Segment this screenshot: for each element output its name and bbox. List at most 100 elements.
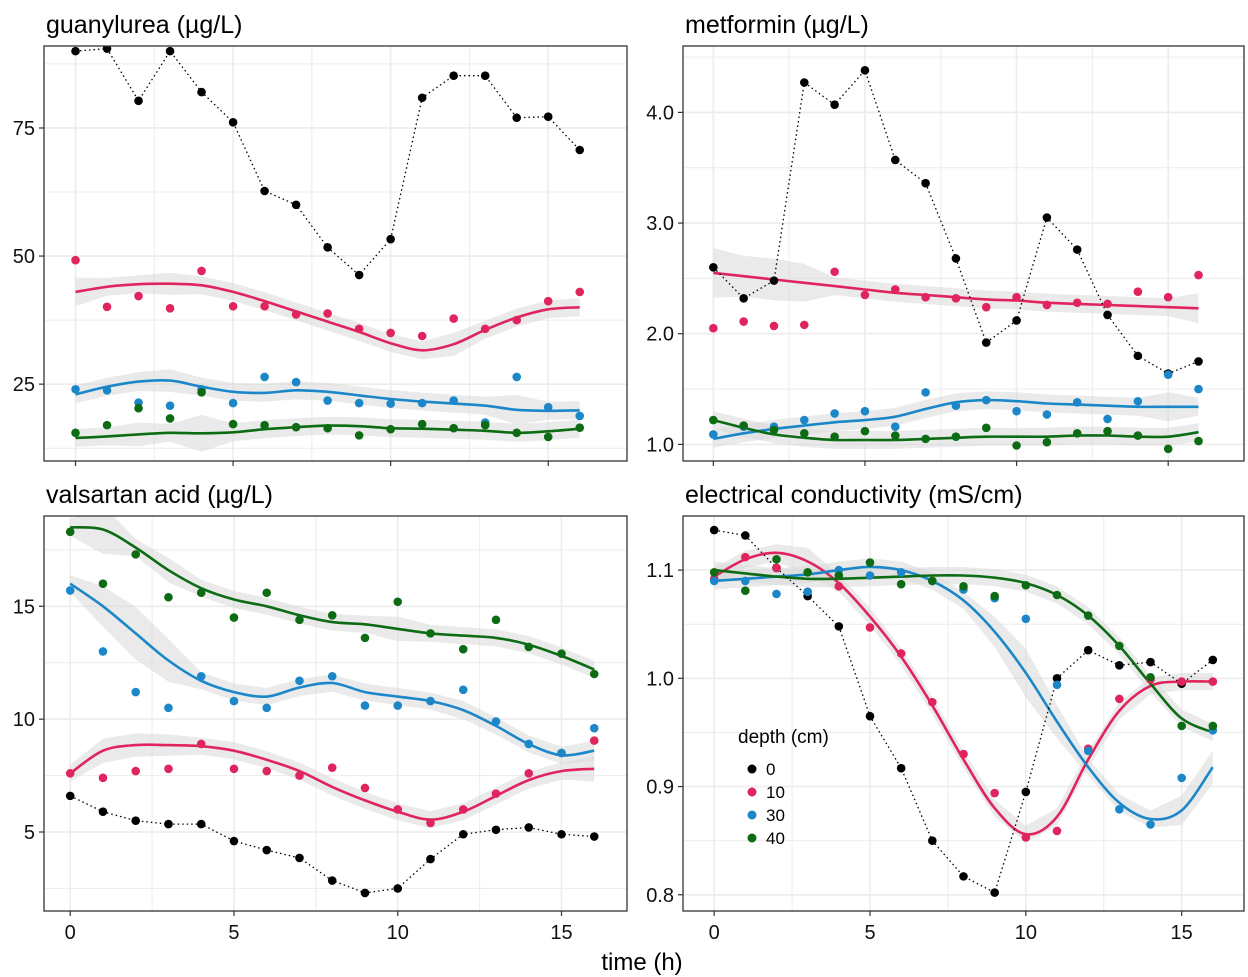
- data-point-depth-40: [458, 644, 468, 654]
- data-point-depth-10: [1208, 677, 1218, 686]
- panel-electrical-conductivity: electrical conductivity (mS/cm) 0 5 10 15 0.8…: [646, 481, 1245, 944]
- data-point-depth-30: [327, 671, 337, 681]
- data-point-depth-40: [512, 428, 522, 438]
- legend-key-30: [747, 810, 757, 820]
- data-point-depth-40: [1146, 672, 1155, 682]
- data-point-depth-0: [393, 884, 403, 893]
- x-tick-label: 0: [709, 922, 720, 944]
- data-point-depth-0: [990, 888, 999, 897]
- data-point-depth-30: [1042, 410, 1052, 419]
- legend-label-40: 40: [766, 829, 785, 848]
- data-point-depth-10: [1012, 292, 1021, 302]
- data-point-depth-0: [71, 46, 80, 56]
- data-point-depth-0: [512, 113, 522, 123]
- panel-title: metformin (µg/L): [685, 11, 869, 39]
- data-point-depth-10: [589, 736, 599, 745]
- data-point-depth-10: [543, 296, 553, 306]
- data-point-depth-40: [164, 592, 173, 602]
- data-point-depth-40: [709, 567, 719, 577]
- data-point-depth-10: [134, 291, 143, 301]
- series-line-0: [714, 529, 1214, 894]
- data-point-depth-0: [1208, 655, 1218, 665]
- data-point-depth-40: [959, 582, 968, 591]
- data-point-depth-0: [769, 276, 779, 285]
- data-point-depth-0: [1021, 787, 1031, 797]
- y-tick-label: 2.0: [646, 324, 674, 346]
- data-point-depth-10: [480, 324, 490, 334]
- data-point-depth-10: [981, 302, 991, 312]
- data-point-depth-10: [1177, 677, 1186, 686]
- data-point-depth-30: [449, 396, 458, 405]
- data-point-depth-10: [229, 764, 239, 774]
- data-point-depth-40: [295, 615, 304, 625]
- data-point-depth-40: [491, 615, 501, 625]
- data-point-depth-0: [98, 807, 108, 816]
- confidence-band-40: [714, 561, 1213, 741]
- data-point-depth-0: [295, 853, 304, 863]
- data-point-depth-0: [354, 270, 364, 280]
- data-point-depth-40: [262, 588, 272, 598]
- data-point-depth-40: [741, 586, 750, 595]
- legend-key-10: [747, 787, 757, 797]
- data-point-depth-30: [165, 401, 175, 410]
- data-point-depth-40: [1194, 436, 1203, 446]
- data-point-depth-0: [709, 263, 718, 272]
- data-point-depth-10: [65, 769, 75, 778]
- data-point-depth-10: [354, 324, 364, 334]
- data-point-depth-30: [1133, 396, 1143, 406]
- smooth-line-40: [70, 526, 595, 671]
- data-point-depth-30: [65, 586, 75, 595]
- data-point-depth-40: [589, 669, 599, 679]
- data-point-depth-30: [1146, 820, 1155, 829]
- panel-guanylurea: guanylurea (µg/L) 25 50 75: [13, 11, 628, 466]
- data-point-depth-0: [959, 872, 968, 881]
- data-point-depth-10: [417, 331, 427, 341]
- data-point-depth-10: [1021, 833, 1031, 842]
- data-point-depth-0: [1052, 674, 1062, 683]
- data-point-depth-30: [860, 406, 870, 416]
- data-point-depth-10: [834, 582, 844, 591]
- data-point-depth-0: [921, 178, 930, 188]
- data-point-depth-30: [98, 647, 108, 656]
- data-point-depth-10: [921, 292, 930, 302]
- data-point-depth-40: [1012, 441, 1021, 450]
- legend-label-0: 0: [766, 760, 775, 779]
- legend-title: depth (cm): [738, 727, 829, 748]
- data-point-depth-10: [360, 783, 370, 793]
- data-point-depth-0: [1012, 316, 1021, 325]
- data-point-depth-30: [1052, 680, 1062, 690]
- data-point-depth-40: [1208, 721, 1218, 731]
- data-point-depth-30: [512, 372, 522, 382]
- data-point-depth-10: [799, 320, 809, 330]
- data-point-depth-10: [1133, 287, 1143, 296]
- data-point-depth-0: [890, 155, 900, 165]
- data-point-depth-0: [928, 836, 937, 845]
- data-point-depth-10: [295, 771, 304, 780]
- data-point-depth-10: [449, 314, 458, 323]
- x-tick-label: 5: [228, 922, 239, 944]
- data-point-depth-0: [1115, 661, 1124, 670]
- data-point-depth-40: [739, 421, 748, 430]
- data-point-depth-30: [589, 723, 599, 733]
- data-point-depth-10: [1163, 292, 1173, 302]
- data-point-depth-0: [709, 525, 719, 535]
- panel-title: electrical conductivity (mS/cm): [685, 481, 1023, 509]
- confidence-band-40: [713, 411, 1199, 449]
- data-point-depth-40: [393, 597, 403, 607]
- y-tick-label: 5: [24, 822, 35, 844]
- data-point-depth-0: [426, 854, 435, 864]
- data-point-depth-0: [134, 96, 143, 106]
- data-point-depth-30: [1012, 406, 1021, 416]
- data-point-depth-0: [860, 66, 870, 75]
- data-point-depth-30: [360, 701, 370, 710]
- confidence-band-30: [70, 575, 595, 764]
- x-tick-label: 10: [1015, 922, 1037, 944]
- data-point-depth-30: [260, 372, 269, 382]
- data-point-depth-0: [1146, 657, 1155, 667]
- x-axis-title: time (h): [601, 949, 682, 976]
- data-point-depth-40: [1163, 444, 1173, 454]
- data-point-depth-40: [921, 434, 930, 444]
- data-point-depth-0: [197, 87, 206, 97]
- data-point-depth-30: [323, 396, 332, 405]
